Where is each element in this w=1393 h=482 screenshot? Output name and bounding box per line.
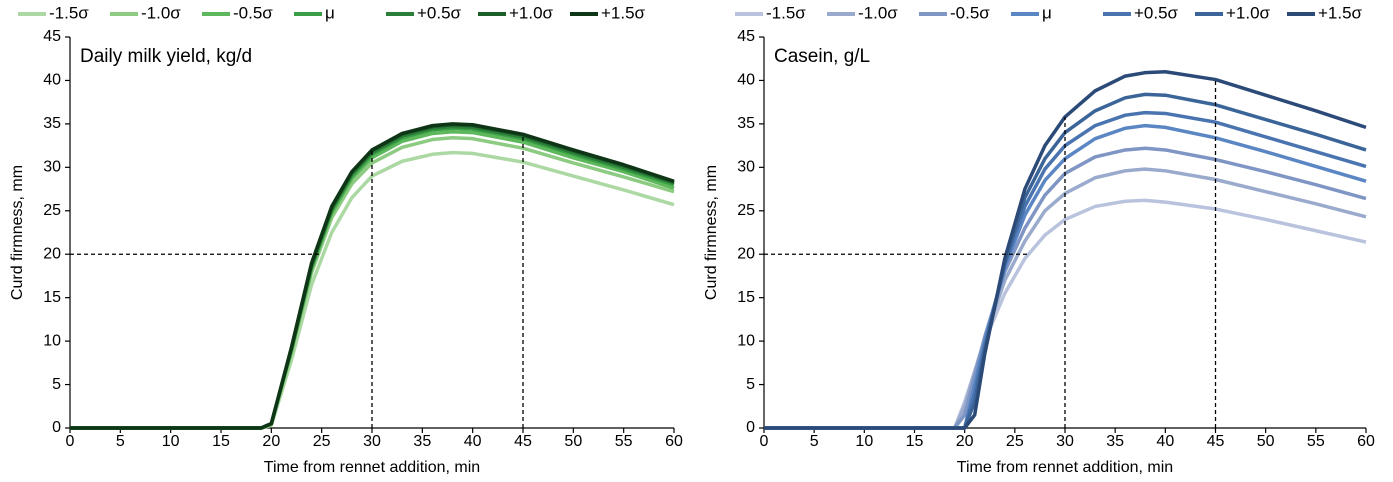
y-tick-label: 5 bbox=[52, 376, 61, 393]
series-line bbox=[764, 146, 1367, 430]
legend-label: +1.5σ bbox=[1318, 3, 1363, 22]
x-tick-label: 35 bbox=[413, 433, 431, 450]
y-tick-label: 10 bbox=[737, 332, 755, 349]
y-axis-label: Curd firmness, mm bbox=[9, 165, 26, 300]
y-tick-label: 30 bbox=[43, 159, 61, 176]
y-tick-label: 25 bbox=[737, 202, 755, 219]
x-tick-label: 30 bbox=[363, 433, 381, 450]
legend-label: +0.5σ bbox=[1134, 3, 1179, 22]
panel-annotation: Casein, g/L bbox=[774, 46, 870, 67]
y-tick-label: 45 bbox=[737, 28, 755, 45]
x-tick-label: 55 bbox=[615, 433, 633, 450]
y-tick-label: 15 bbox=[43, 289, 61, 306]
series-line bbox=[764, 70, 1367, 430]
x-tick-label: 25 bbox=[313, 433, 331, 450]
x-tick-label: 0 bbox=[66, 433, 75, 450]
x-tick-label: 5 bbox=[116, 433, 125, 450]
legend-label: -1.5σ bbox=[766, 3, 806, 22]
x-tick-label: 30 bbox=[1056, 433, 1074, 450]
legend-label: -1.5σ bbox=[49, 3, 89, 22]
x-tick-label: 40 bbox=[1156, 433, 1174, 450]
x-tick-label: 15 bbox=[212, 433, 230, 450]
legend-label: +1.0σ bbox=[1226, 3, 1271, 22]
y-tick-label: 5 bbox=[746, 376, 755, 393]
x-tick-label: 60 bbox=[1357, 433, 1375, 450]
chart-panel: 0 5 10 15 20 25 30 35 40 45 0 5 10 15 20 25 30 35 40 45 50 55… bbox=[9, 3, 683, 476]
y-tick-label: 35 bbox=[43, 115, 61, 132]
series-line bbox=[70, 122, 675, 430]
legend-label: -1.0σ bbox=[141, 3, 181, 22]
legend-label: -1.0σ bbox=[858, 3, 898, 22]
x-tick-label: 55 bbox=[1307, 433, 1325, 450]
y-tick-label: 15 bbox=[737, 289, 755, 306]
x-tick-label: 10 bbox=[855, 433, 873, 450]
legend-label: +1.0σ bbox=[509, 3, 554, 22]
y-tick-label: 20 bbox=[43, 245, 61, 262]
y-tick-label: 40 bbox=[43, 72, 61, 89]
y-tick-label: 30 bbox=[737, 159, 755, 176]
y-tick-label: 0 bbox=[746, 419, 755, 436]
x-tick-label: 25 bbox=[1006, 433, 1024, 450]
y-tick-label: 45 bbox=[43, 28, 61, 45]
y-tick-label: 40 bbox=[737, 72, 755, 89]
y-tick-label: 35 bbox=[737, 115, 755, 132]
x-tick-label: 5 bbox=[810, 433, 819, 450]
x-tick-label: 20 bbox=[956, 433, 974, 450]
x-tick-label: 50 bbox=[564, 433, 582, 450]
x-tick-label: 45 bbox=[1207, 433, 1225, 450]
y-tick-label: 20 bbox=[737, 245, 755, 262]
x-tick-label: 45 bbox=[514, 433, 532, 450]
x-tick-label: 60 bbox=[665, 433, 683, 450]
y-tick-label: 0 bbox=[52, 419, 61, 436]
y-tick-label: 25 bbox=[43, 202, 61, 219]
y-axis-label: Curd firmness, mm bbox=[703, 165, 720, 300]
legend-label: +1.5σ bbox=[601, 3, 646, 22]
x-axis-label: Time from rennet addition, min bbox=[264, 459, 480, 476]
legend-label: -0.5σ bbox=[233, 3, 273, 22]
legend-label: μ bbox=[1042, 3, 1052, 22]
panel-annotation: Daily milk yield, kg/d bbox=[80, 46, 252, 67]
y-tick-label: 10 bbox=[43, 332, 61, 349]
x-tick-label: 20 bbox=[262, 433, 280, 450]
x-tick-label: 0 bbox=[760, 433, 769, 450]
x-tick-label: 10 bbox=[162, 433, 180, 450]
legend-label: -0.5σ bbox=[950, 3, 990, 22]
x-tick-label: 15 bbox=[906, 433, 924, 450]
x-tick-label: 40 bbox=[464, 433, 482, 450]
legend-label: μ bbox=[325, 3, 335, 22]
x-tick-label: 35 bbox=[1106, 433, 1124, 450]
legend-label: +0.5σ bbox=[417, 3, 462, 22]
chart-panel: 0 5 10 15 20 25 30 35 40 45 0 5 10 15 20 25 30 35 40 45 50 55… bbox=[703, 3, 1375, 476]
x-axis-label: Time from rennet addition, min bbox=[957, 459, 1173, 476]
x-tick-label: 50 bbox=[1257, 433, 1275, 450]
